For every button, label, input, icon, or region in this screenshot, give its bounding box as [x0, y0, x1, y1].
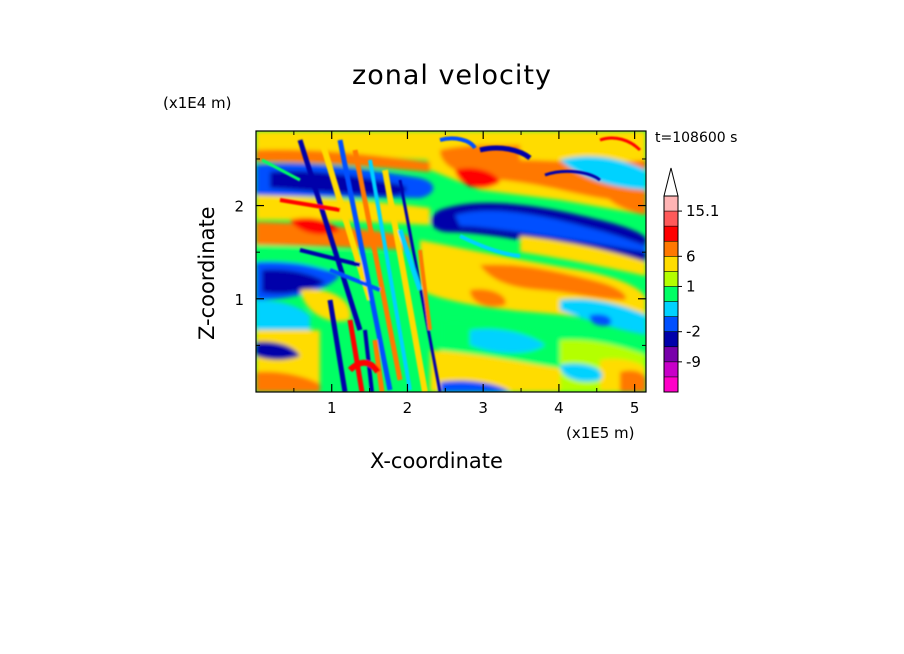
y-axis-ticks: 12: [234, 158, 646, 346]
colorbar-label: 6: [686, 247, 696, 265]
x-axis-ticks: 1 2 3 4 5: [293, 131, 640, 417]
colorbar-segment: [664, 376, 678, 392]
colorbar-label: -9: [686, 353, 701, 371]
x-axis-label: X-coordinate: [370, 449, 503, 473]
colorbar-segment: [664, 331, 678, 347]
colorbar-segment: [664, 346, 678, 362]
velocity-field: [256, 131, 646, 392]
x-tick-label: 4: [554, 399, 564, 417]
colorbar-extend-max: [663, 167, 679, 197]
x-tick-label: 5: [630, 399, 640, 417]
colorbar-segment: [664, 271, 678, 287]
x-tick-label: 3: [478, 399, 488, 417]
y-tick-label: 2: [234, 198, 244, 216]
x-tick-label: 1: [327, 399, 337, 417]
x-tick-label: 2: [403, 399, 413, 417]
colorbar-segment: [664, 286, 678, 302]
y-axis-label: Z-coordinate: [195, 206, 219, 340]
y-tick-label: 1: [234, 291, 244, 309]
colorbar-label: 1: [686, 277, 696, 295]
colorbar-label: 15.1: [686, 202, 719, 220]
chart-title: zonal velocity: [352, 60, 552, 91]
colorbar-segment: [664, 301, 678, 317]
colorbar-segment: [664, 316, 678, 332]
y-unit-label: (x1E4 m): [163, 94, 232, 112]
colorbar-segment: [664, 361, 678, 377]
colorbar-segment: [664, 256, 678, 272]
plot-frame: [255, 130, 647, 393]
colorbar: 15.1 6 1 -2 -9: [663, 167, 719, 393]
x-unit-label: (x1E5 m): [566, 424, 635, 442]
colorbar-segment: [664, 211, 678, 227]
colorbar-label: -2: [686, 323, 701, 341]
colorbar-segment: [664, 241, 678, 257]
colorbar-segment: [664, 226, 678, 242]
time-label: t=108600 s: [655, 130, 738, 146]
colorbar-segment: [664, 196, 678, 212]
